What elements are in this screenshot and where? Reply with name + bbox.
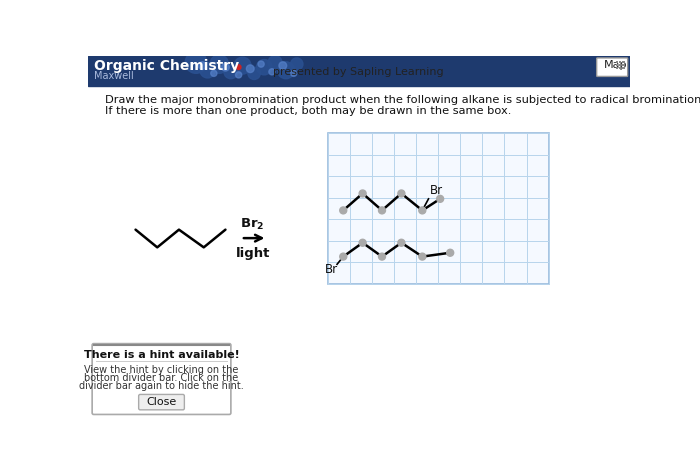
Circle shape [340,253,346,260]
Circle shape [268,55,282,70]
Bar [619,64,622,66]
Text: bottom divider bar. Click on the: bottom divider bar. Click on the [85,373,239,383]
Circle shape [200,63,216,78]
Circle shape [235,72,241,78]
Circle shape [258,61,264,67]
Circle shape [340,207,346,214]
Circle shape [290,70,297,77]
Circle shape [359,190,366,197]
Bar [619,61,622,63]
Bar [616,64,618,66]
Circle shape [419,207,426,214]
Circle shape [211,70,217,77]
Bar [328,133,549,283]
FancyBboxPatch shape [596,58,628,77]
Bar [622,64,624,66]
Circle shape [398,239,405,246]
Text: Organic Chemistry: Organic Chemistry [94,59,239,73]
FancyBboxPatch shape [92,344,231,415]
Text: Br: Br [325,263,338,276]
Text: View the hint by clicking on the: View the hint by clicking on the [84,365,239,375]
Text: Br: Br [430,184,443,197]
Circle shape [234,57,251,74]
Circle shape [222,63,230,71]
Text: Close: Close [146,397,176,407]
Circle shape [379,253,386,260]
Circle shape [379,207,386,214]
Circle shape [185,52,207,73]
Text: light: light [235,247,270,259]
Text: $\mathbf{Br_2}$: $\mathbf{Br_2}$ [240,217,265,232]
Circle shape [224,65,238,79]
Circle shape [290,58,303,70]
Circle shape [210,55,228,73]
Text: Draw the major monobromination product when the following alkane is subjected to: Draw the major monobromination product w… [104,95,700,105]
Text: If there is more than one product, both may be drawn in the same box.: If there is more than one product, both … [104,106,511,116]
Circle shape [237,65,241,70]
Circle shape [437,196,444,202]
Bar [616,67,618,70]
Circle shape [269,69,275,75]
Text: Map: Map [603,60,627,70]
Text: presented by Sapling Learning: presented by Sapling Learning [274,67,444,77]
Circle shape [419,253,426,260]
Text: divider bar again to hide the hint.: divider bar again to hide the hint. [79,381,244,391]
Circle shape [279,62,287,70]
Bar [619,67,622,70]
Circle shape [198,62,206,70]
Text: There is a hint available!: There is a hint available! [83,350,239,360]
Text: Maxwell: Maxwell [94,71,134,81]
Bar [622,61,624,63]
Bar [88,56,630,86]
Circle shape [256,60,272,75]
Circle shape [447,249,454,256]
Circle shape [277,62,295,79]
Circle shape [246,65,254,72]
Bar [622,67,624,70]
Circle shape [398,190,405,197]
Circle shape [248,67,260,79]
Bar [616,61,618,63]
FancyBboxPatch shape [139,394,184,410]
Circle shape [359,239,366,246]
